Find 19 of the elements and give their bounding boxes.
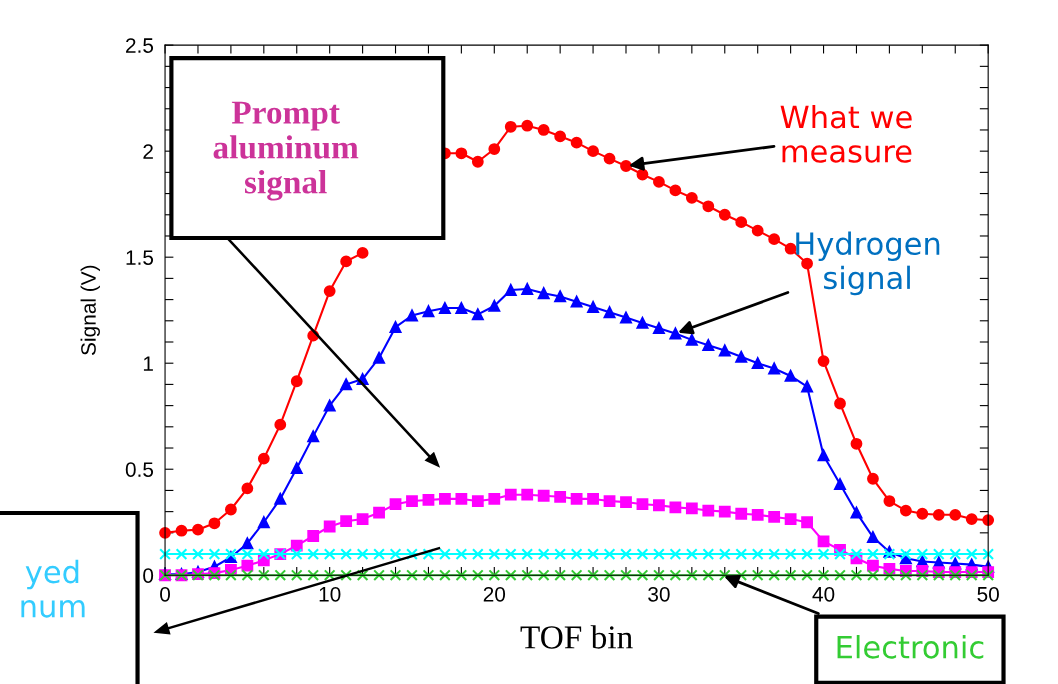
y-tick-label: 2.5 xyxy=(126,38,154,53)
annotation: Hydrogen signal xyxy=(796,231,940,296)
x-tick-label: 20 xyxy=(483,586,506,602)
annotation: Electronic xyxy=(837,635,984,659)
annotation: Prompt aluminum signal xyxy=(213,101,359,201)
x-tick-label: 50 xyxy=(977,586,999,602)
x-tick-label: 10 xyxy=(319,586,341,602)
y-tick-label: 1.5 xyxy=(126,250,154,265)
x-tick-label: 30 xyxy=(648,586,670,602)
y-tick-label: 1 xyxy=(143,356,153,371)
x-tick-label: 0 xyxy=(160,586,171,602)
text: yed num xyxy=(21,559,85,618)
y-axis-title: Signal (V) xyxy=(80,265,100,355)
y-tick-label: 0.5 xyxy=(125,462,154,477)
x-axis-title: TOF bin xyxy=(520,625,633,649)
x-tick-label: 40 xyxy=(812,586,835,602)
annotation: What we measure xyxy=(780,104,912,163)
y-tick-label: 2 xyxy=(143,144,153,159)
y-tick-label: 0 xyxy=(143,568,154,583)
